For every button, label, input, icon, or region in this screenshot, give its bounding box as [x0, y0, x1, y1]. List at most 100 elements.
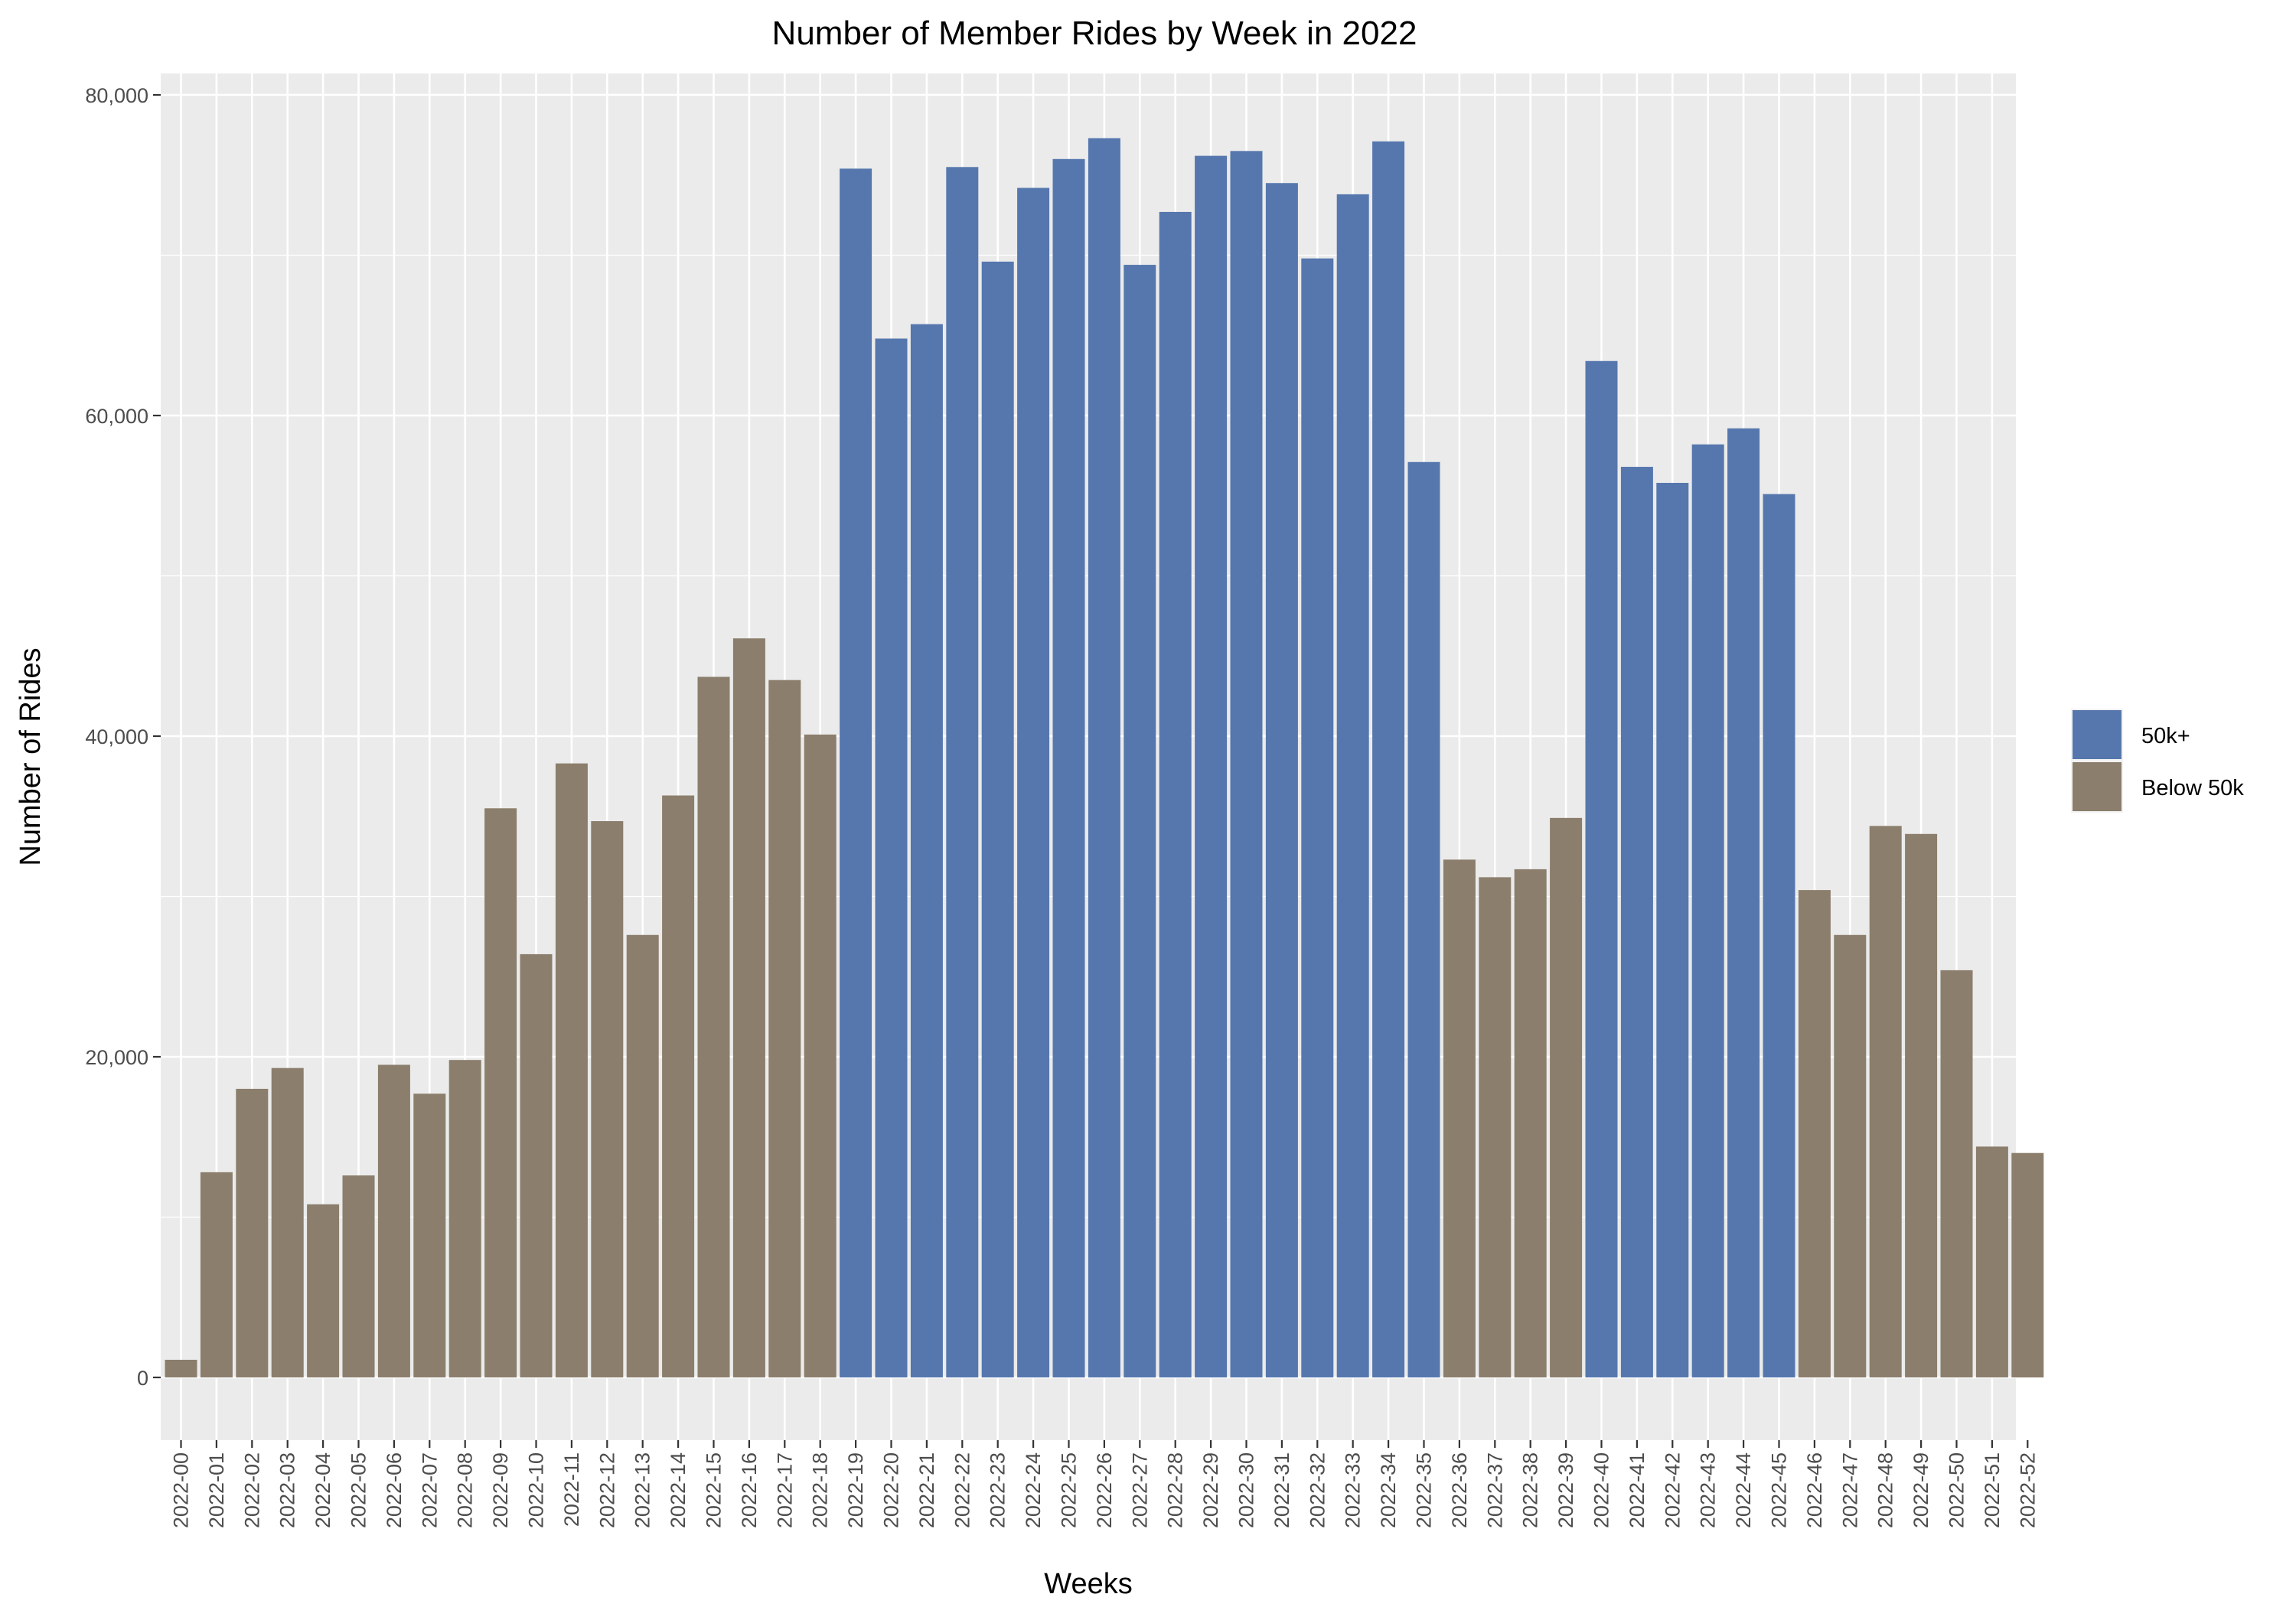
bar-2022-28	[1159, 211, 1192, 1377]
x-tick-label: 2022-19	[844, 1452, 867, 1528]
x-tick-label: 2022-20	[880, 1452, 903, 1528]
bar-2022-51	[1975, 1146, 2008, 1377]
x-tick-label: 2022-49	[1910, 1452, 1932, 1528]
x-tick-label: 2022-38	[1519, 1452, 1542, 1528]
x-tick-label: 2022-46	[1803, 1452, 1826, 1528]
bar-2022-46	[1798, 890, 1831, 1377]
x-tick-label: 2022-03	[276, 1452, 299, 1528]
x-tick-label: 2022-52	[2016, 1452, 2039, 1528]
y-tick-label: 20,000	[85, 1046, 148, 1069]
bar-2022-18	[804, 734, 837, 1377]
bar-2022-06	[377, 1064, 410, 1377]
bar-2022-35	[1407, 461, 1440, 1377]
x-tick-label: 2022-37	[1483, 1452, 1506, 1528]
y-tick-label: 0	[137, 1367, 148, 1390]
x-tick-label: 2022-28	[1164, 1452, 1187, 1528]
bar-2022-49	[1905, 833, 1938, 1377]
y-tick-label: 60,000	[85, 405, 148, 428]
bar-2022-11	[555, 763, 588, 1377]
bar-2022-08	[448, 1060, 481, 1377]
bar-2022-14	[662, 795, 695, 1377]
bar-2022-03	[271, 1068, 304, 1377]
bar-2022-43	[1691, 444, 1724, 1378]
x-tick-label: 2022-24	[1022, 1452, 1045, 1528]
bar-2022-36	[1443, 859, 1476, 1377]
bar-2022-09	[484, 808, 517, 1377]
bar-2022-25	[1052, 158, 1085, 1377]
bar-2022-37	[1479, 877, 1512, 1377]
x-tick-label: 2022-14	[667, 1452, 690, 1528]
x-tick-label: 2022-35	[1413, 1452, 1436, 1528]
bar-2022-38	[1514, 869, 1547, 1377]
x-tick-label: 2022-13	[631, 1452, 654, 1528]
bar-2022-52	[2011, 1152, 2044, 1377]
x-tick-label: 2022-11	[560, 1452, 583, 1527]
bar-2022-40	[1585, 360, 1618, 1377]
x-tick-label: 2022-01	[205, 1452, 228, 1528]
x-tick-label: 2022-16	[738, 1452, 761, 1528]
y-axis: 0 20,000 40,000 60,000 80,000	[85, 84, 161, 1390]
x-tick-label: 2022-25	[1058, 1452, 1081, 1528]
y-axis-title: Number of Rides	[15, 647, 47, 865]
bar-2022-19	[840, 168, 872, 1377]
x-tick-label: 2022-43	[1697, 1452, 1720, 1528]
x-tick-label: 2022-34	[1377, 1452, 1400, 1528]
x-tick-label: 2022-41	[1626, 1452, 1649, 1528]
legend: 50k+ Below 50k	[2071, 709, 2244, 813]
x-tick-label: 2022-02	[240, 1452, 263, 1528]
bar-2022-45	[1763, 494, 1795, 1377]
x-tick-label: 2022-10	[525, 1452, 548, 1528]
bar-2022-04	[307, 1204, 340, 1377]
x-tick-label: 2022-48	[1874, 1452, 1897, 1528]
bar-2022-00	[165, 1359, 197, 1377]
bar-2022-39	[1550, 817, 1583, 1377]
legend-swatch-low	[2073, 762, 2122, 811]
chart-title: Number of Member Rides by Week in 2022	[772, 15, 1417, 52]
bar-2022-23	[981, 261, 1014, 1377]
bar-2022-47	[1834, 934, 1867, 1377]
bar-2022-07	[413, 1094, 446, 1377]
legend-label: Below 50k	[2141, 776, 2244, 800]
bar-2022-41	[1620, 467, 1653, 1377]
y-tick-label: 40,000	[85, 725, 148, 748]
bar-2022-17	[768, 680, 801, 1377]
x-tick-label: 2022-27	[1128, 1452, 1151, 1528]
x-axis: 2022-00 2022-01 2022-02 2022-03 2022-04 2022-…	[170, 1440, 2039, 1528]
x-tick-label: 2022-29	[1199, 1452, 1222, 1528]
bar-2022-01	[200, 1172, 233, 1377]
bar-2022-31	[1265, 183, 1298, 1378]
x-tick-label: 2022-36	[1448, 1452, 1471, 1528]
x-tick-label: 2022-31	[1270, 1452, 1293, 1528]
x-tick-label: 2022-17	[773, 1452, 796, 1528]
bar-2022-27	[1124, 265, 1156, 1377]
x-tick-label: 2022-44	[1732, 1452, 1755, 1528]
bar-2022-13	[626, 934, 659, 1377]
legend-swatch-high	[2073, 710, 2122, 759]
bar-2022-15	[697, 676, 730, 1377]
x-tick-label: 2022-12	[595, 1452, 618, 1528]
bar-2022-21	[910, 324, 943, 1378]
legend-label: 50k+	[2141, 724, 2190, 748]
x-tick-label: 2022-04	[311, 1452, 334, 1528]
x-tick-label: 2022-18	[809, 1452, 832, 1528]
x-tick-label: 2022-22	[951, 1452, 974, 1528]
x-tick-label: 2022-08	[454, 1452, 477, 1528]
bar-2022-30	[1230, 151, 1263, 1378]
x-tick-label: 2022-26	[1093, 1452, 1116, 1528]
x-tick-label: 2022-51	[1981, 1452, 2004, 1528]
x-tick-label: 2022-45	[1768, 1452, 1791, 1528]
x-axis-title: Weeks	[1044, 1568, 1132, 1600]
x-tick-label: 2022-23	[987, 1452, 1009, 1528]
x-tick-label: 2022-47	[1838, 1452, 1861, 1528]
bar-2022-22	[946, 167, 979, 1377]
bar-2022-16	[732, 638, 765, 1377]
x-tick-label: 2022-32	[1306, 1452, 1329, 1528]
bar-2022-48	[1869, 826, 1902, 1377]
x-tick-label: 2022-33	[1342, 1452, 1365, 1528]
x-tick-label: 2022-06	[383, 1452, 406, 1528]
bar-2022-10	[520, 953, 553, 1377]
bar-2022-42	[1656, 482, 1689, 1377]
bar-2022-29	[1195, 155, 1228, 1378]
